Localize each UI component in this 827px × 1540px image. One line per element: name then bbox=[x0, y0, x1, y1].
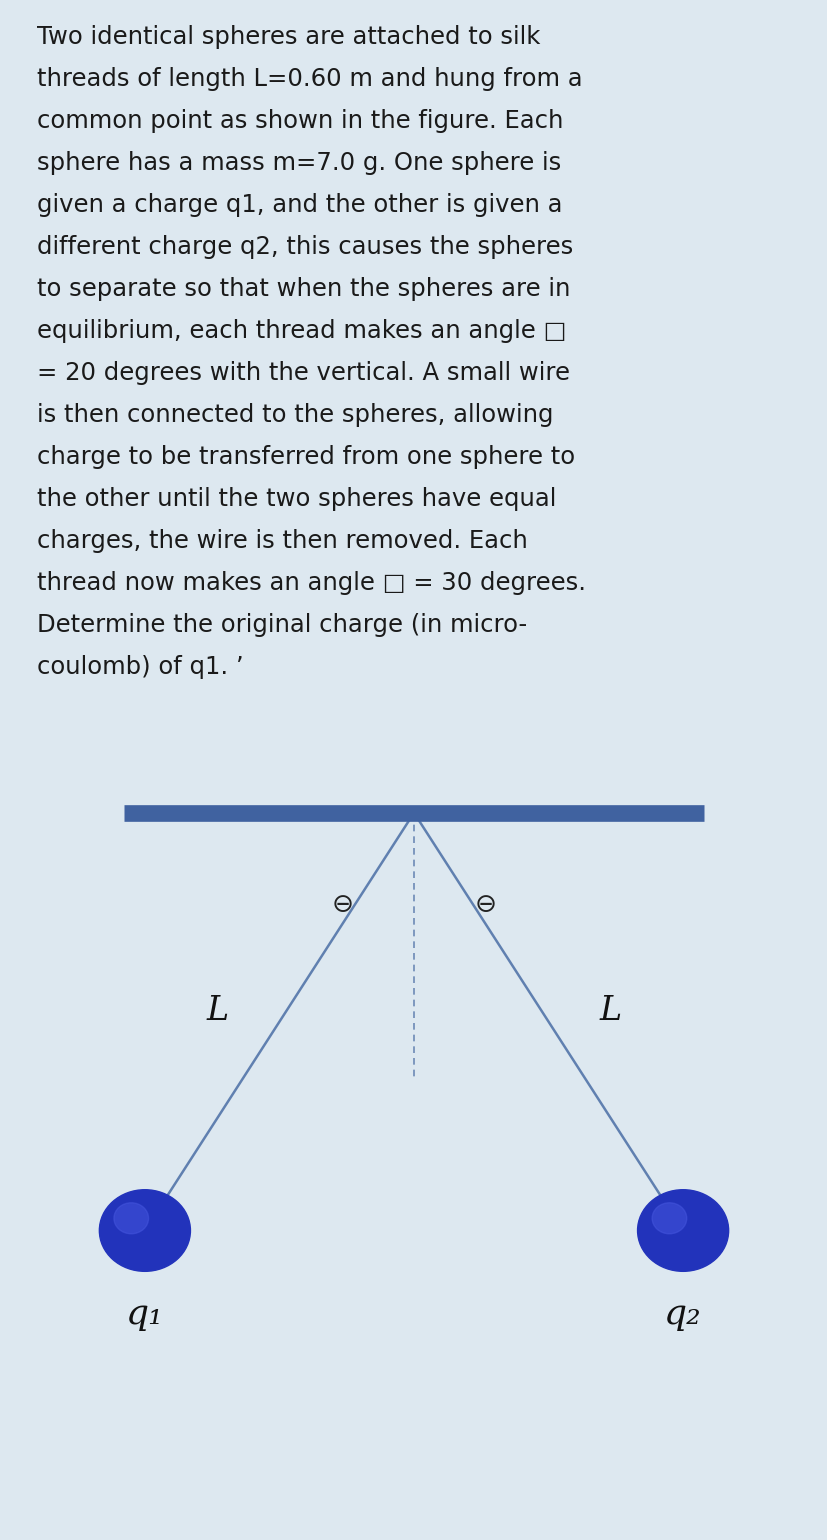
Text: charge to be transferred from one sphere to: charge to be transferred from one sphere… bbox=[37, 445, 575, 470]
Text: q₂: q₂ bbox=[663, 1297, 701, 1331]
Text: different charge q2, this causes the spheres: different charge q2, this causes the sph… bbox=[37, 236, 573, 259]
Text: threads of length L=0.60 m and hung from a: threads of length L=0.60 m and hung from… bbox=[37, 68, 582, 91]
Circle shape bbox=[114, 1203, 148, 1234]
Text: thread now makes an angle □ = 30 degrees.: thread now makes an angle □ = 30 degrees… bbox=[37, 571, 586, 594]
Circle shape bbox=[99, 1190, 190, 1272]
Text: is then connected to the spheres, allowing: is then connected to the spheres, allowi… bbox=[37, 403, 553, 427]
Text: ⊖: ⊖ bbox=[331, 892, 353, 918]
Circle shape bbox=[652, 1203, 686, 1234]
Text: Determine the original charge (in micro-: Determine the original charge (in micro- bbox=[37, 613, 527, 638]
Text: L: L bbox=[599, 995, 621, 1027]
Circle shape bbox=[637, 1190, 728, 1272]
Text: Two identical spheres are attached to silk: Two identical spheres are attached to si… bbox=[37, 25, 540, 49]
Text: to separate so that when the spheres are in: to separate so that when the spheres are… bbox=[37, 277, 570, 302]
Text: coulomb) of q1. ’: coulomb) of q1. ’ bbox=[37, 654, 244, 679]
Text: L: L bbox=[206, 995, 228, 1027]
Text: ⊖: ⊖ bbox=[474, 892, 496, 918]
Text: the other until the two spheres have equal: the other until the two spheres have equ… bbox=[37, 487, 556, 511]
Text: equilibrium, each thread makes an angle □: equilibrium, each thread makes an angle … bbox=[37, 319, 566, 343]
Text: = 20 degrees with the vertical. A small wire: = 20 degrees with the vertical. A small … bbox=[37, 362, 570, 385]
Text: q₁: q₁ bbox=[126, 1297, 164, 1331]
Text: sphere has a mass m=7.0 g. One sphere is: sphere has a mass m=7.0 g. One sphere is bbox=[37, 151, 561, 176]
Text: charges, the wire is then removed. Each: charges, the wire is then removed. Each bbox=[37, 530, 528, 553]
Text: common point as shown in the figure. Each: common point as shown in the figure. Eac… bbox=[37, 109, 563, 134]
Text: given a charge q1, and the other is given a: given a charge q1, and the other is give… bbox=[37, 192, 562, 217]
